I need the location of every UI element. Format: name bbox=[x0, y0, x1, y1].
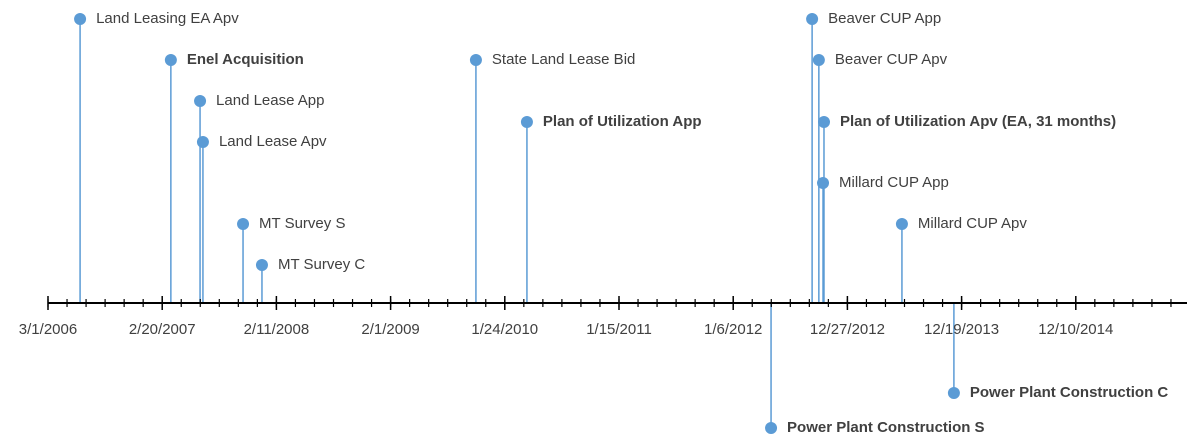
x-tick-label: 12/10/2014 bbox=[1038, 321, 1113, 338]
x-tick-label: 12/19/2013 bbox=[924, 321, 999, 338]
x-tick-label: 2/11/2008 bbox=[244, 321, 310, 338]
x-tick-label: 12/27/2012 bbox=[810, 321, 885, 338]
x-tick-label: 1/6/2012 bbox=[704, 321, 762, 338]
event-marker bbox=[817, 177, 830, 189]
event-label: Land Lease App bbox=[216, 92, 324, 109]
event-label: Plan of Utilization Apv (EA, 31 months) bbox=[840, 113, 1116, 130]
event-label: Plan of Utilization App bbox=[543, 113, 702, 130]
event-marker bbox=[806, 13, 819, 25]
x-tick-label: 2/1/2009 bbox=[361, 321, 419, 338]
event-label: Millard CUP Apv bbox=[918, 215, 1027, 232]
event-label: Land Leasing EA Apv bbox=[96, 10, 239, 27]
event-marker bbox=[812, 54, 825, 66]
event-label: Power Plant Construction S bbox=[787, 419, 985, 435]
event-marker bbox=[196, 136, 209, 148]
x-tick-label: 1/24/2010 bbox=[471, 321, 538, 338]
event-marker bbox=[520, 116, 533, 128]
event-label: State Land Lease Bid bbox=[492, 51, 635, 68]
event-label: MT Survey C bbox=[278, 256, 365, 273]
x-tick-label: 1/15/2011 bbox=[586, 321, 652, 338]
event-label: Millard CUP App bbox=[839, 174, 949, 191]
event-label: Beaver CUP Apv bbox=[835, 51, 948, 68]
x-tick-label: 3/1/2006 bbox=[19, 321, 77, 338]
event-marker bbox=[895, 218, 908, 230]
event-marker bbox=[817, 116, 830, 128]
event-label: Land Lease Apv bbox=[219, 133, 327, 150]
x-tick-label: 2/20/2007 bbox=[129, 321, 196, 338]
event-label: MT Survey S bbox=[259, 215, 345, 232]
event-label: Power Plant Construction C bbox=[970, 384, 1169, 401]
event-label: Enel Acquisition bbox=[187, 51, 304, 68]
event-marker bbox=[194, 95, 207, 107]
event-marker bbox=[469, 54, 482, 66]
event-marker bbox=[74, 13, 87, 25]
event-marker bbox=[255, 259, 268, 271]
event-marker bbox=[947, 387, 960, 399]
event-label: Beaver CUP App bbox=[828, 10, 941, 27]
event-marker bbox=[237, 218, 250, 230]
event-marker bbox=[765, 422, 778, 434]
event-marker bbox=[164, 54, 177, 66]
